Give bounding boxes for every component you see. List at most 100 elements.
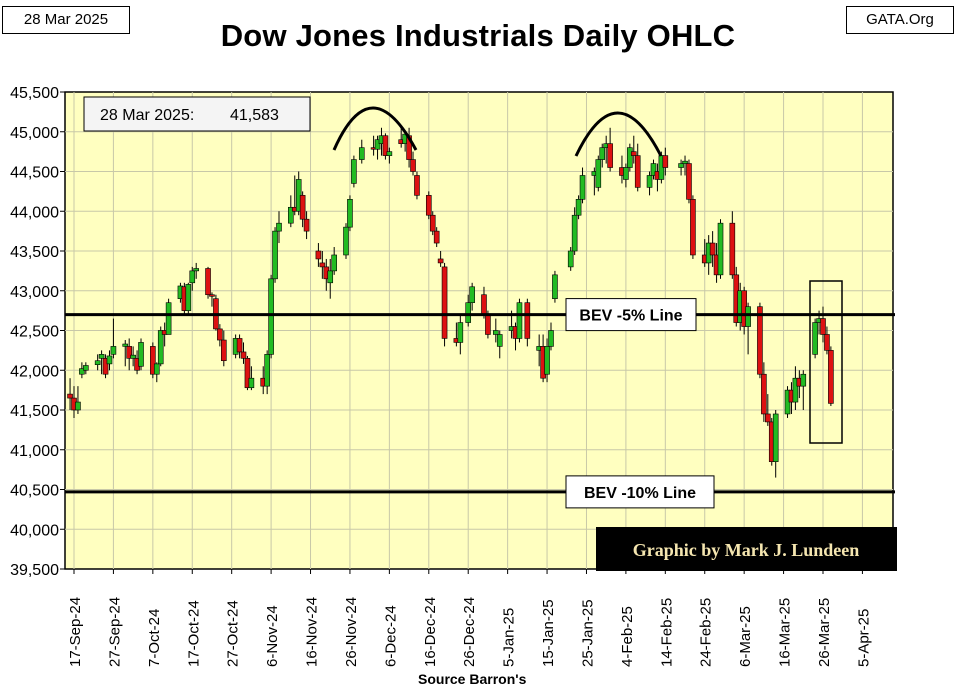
candle-body <box>276 222 282 232</box>
candle-body <box>757 306 763 375</box>
x-tick-label: 5-Jan-25 <box>501 608 518 667</box>
candle-body <box>102 358 109 375</box>
candle-body <box>800 373 807 387</box>
date-label: 28 Mar 2025 <box>2 6 130 34</box>
candle-body <box>79 368 85 375</box>
candle-body <box>122 343 129 347</box>
y-tick-label: 44,000 <box>10 204 59 221</box>
candle-body <box>469 286 475 303</box>
top-arc-left <box>332 106 418 151</box>
reference-line-label: BEV -5% Line <box>579 308 682 325</box>
candle-body <box>157 330 164 365</box>
annotation-date: 28 Mar 2025: <box>100 107 194 124</box>
candle-body <box>264 354 270 387</box>
candle-body <box>627 147 633 168</box>
annotation-box: 28 Mar 2025: 41,583 <box>83 96 311 132</box>
candle-body <box>548 330 554 347</box>
candle-body <box>94 360 101 365</box>
source-logo: GATA.Org <box>846 6 954 34</box>
candle-body <box>126 346 132 359</box>
candle-body <box>374 139 381 150</box>
y-tick-label: 40,000 <box>10 522 59 539</box>
candle-body <box>465 302 472 323</box>
candle-body <box>193 268 200 272</box>
candle-body <box>485 314 491 335</box>
candle-body <box>75 401 81 411</box>
source-label: Source Barron's <box>418 671 527 687</box>
reference-line-label-box <box>565 475 715 509</box>
candle-body <box>327 270 334 284</box>
candle-body <box>217 328 223 341</box>
candle-body <box>106 355 113 365</box>
annotation-box-frame <box>83 96 311 132</box>
candle-body <box>382 135 389 156</box>
x-tick-label: 26-Nov-24 <box>343 597 360 667</box>
y-tick-label: 45,500 <box>10 85 59 102</box>
x-tick-label: 14-Feb-25 <box>658 598 675 667</box>
candle-body <box>414 175 420 196</box>
x-tick-label: 17-Oct-24 <box>185 600 202 667</box>
candles <box>67 127 834 478</box>
chart-title: Dow Jones Industrials Daily OHLC <box>220 18 736 53</box>
candle-body <box>185 284 192 311</box>
y-tick-label: 43,500 <box>10 244 59 261</box>
candle-body <box>623 167 629 180</box>
candle-body <box>772 413 779 462</box>
candle-body <box>153 363 160 375</box>
x-tick-label: 16-Dec-24 <box>422 597 439 667</box>
candle-body <box>686 163 692 200</box>
y-tick-label: 41,000 <box>10 443 59 460</box>
candle-body <box>709 242 716 256</box>
candle-body <box>67 393 73 399</box>
candle-body <box>729 222 736 276</box>
credit-box: Graphic by Mark J. Lundeen <box>596 527 897 571</box>
y-tick-label: 42,000 <box>10 363 59 380</box>
candle-body <box>579 175 586 200</box>
candle-body <box>812 322 818 355</box>
y-tick-label: 40,500 <box>10 483 59 500</box>
candle-body <box>607 143 613 168</box>
candle-body <box>268 278 274 355</box>
candle-body <box>745 306 751 327</box>
candle-body <box>828 350 834 404</box>
candle-body <box>493 330 499 335</box>
candle-body <box>130 354 136 359</box>
candle-body <box>272 230 278 280</box>
x-tick-label: 5-Apr-25 <box>855 609 872 667</box>
candle-body <box>820 318 826 335</box>
candle-body <box>358 147 365 160</box>
candle-body <box>650 163 657 176</box>
candle-body <box>437 258 444 264</box>
candle-body <box>299 195 306 220</box>
candle-body <box>165 302 172 335</box>
y-tick-label: 41,500 <box>10 403 59 420</box>
credit-box-frame <box>596 527 897 571</box>
candle-body <box>433 230 440 244</box>
x-tick-label: 24-Feb-25 <box>698 598 715 667</box>
candle-body <box>347 199 353 228</box>
candle-body <box>189 270 196 284</box>
x-tick-label: 27-Oct-24 <box>225 600 242 667</box>
candle-body <box>331 254 337 272</box>
candle-body <box>544 346 550 375</box>
y-axis: 39,500 40,000 40,500 41,000 41,500 42,000 42,5… <box>10 85 65 579</box>
candle-body <box>319 262 326 268</box>
candle-body <box>441 266 448 339</box>
reference-lines: BEV -5% Line BEV -10% Line <box>65 298 895 509</box>
y-tick-label: 43,000 <box>10 284 59 301</box>
x-tick-label: 26-Mar-25 <box>816 598 833 667</box>
candle-body <box>248 377 255 389</box>
x-tick-label: 15-Jan-25 <box>540 599 557 667</box>
x-axis: 17-Sep-24 27-Sep-24 7-Oct-24 17-Oct-24 27-Oc… <box>67 569 872 667</box>
candle-body <box>824 334 830 351</box>
candle-body <box>150 346 156 375</box>
x-tick-label: 16-Mar-25 <box>777 598 794 667</box>
credit-text: Graphic by Mark J. Lundeen <box>633 540 860 560</box>
candle-body <box>83 365 89 371</box>
candle-body <box>410 159 416 172</box>
candle-body <box>288 206 294 224</box>
candle-body <box>209 294 215 297</box>
candle-body <box>244 358 251 389</box>
candle-body <box>761 373 767 415</box>
